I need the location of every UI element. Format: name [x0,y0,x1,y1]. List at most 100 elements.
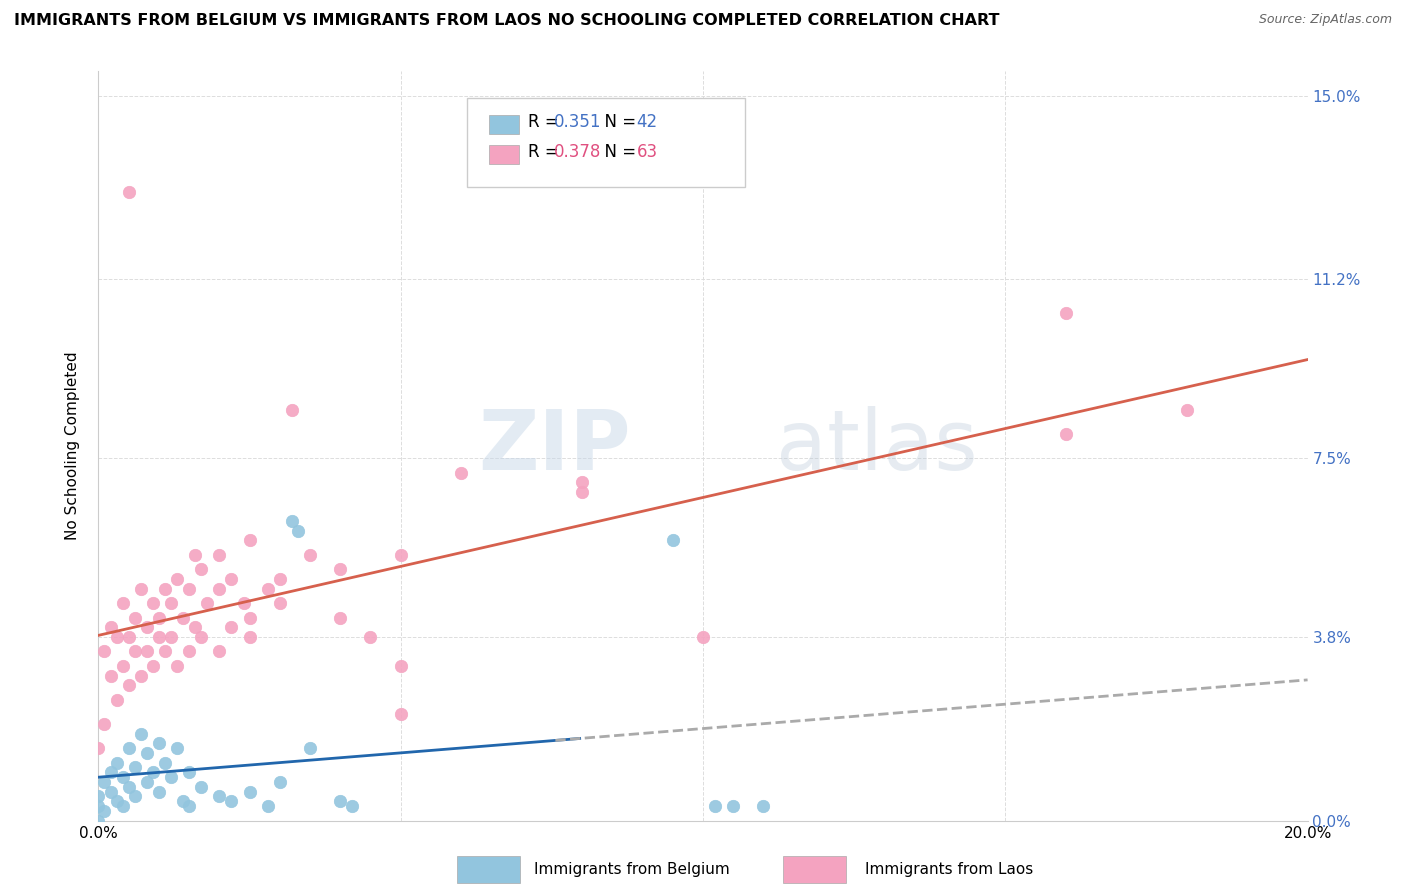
Text: Source: ZipAtlas.com: Source: ZipAtlas.com [1258,13,1392,27]
Text: N =: N = [595,143,641,161]
Point [148,784,170,798]
FancyBboxPatch shape [489,115,519,134]
Point [329,794,352,808]
Point [87,741,110,756]
Point [87,799,110,814]
Text: 42: 42 [637,112,658,130]
Point [105,630,128,644]
Point [389,659,412,673]
Point [692,630,714,644]
Point [142,596,165,610]
Point [281,514,304,528]
Y-axis label: No Schooling Completed: No Schooling Completed [65,351,80,541]
Point [166,572,188,586]
Point [571,475,593,490]
Point [208,644,231,658]
Point [153,582,176,596]
Point [100,784,122,798]
Point [208,582,231,596]
Point [100,668,122,682]
Point [124,760,146,774]
Text: Immigrants from Laos: Immigrants from Laos [865,863,1033,877]
Point [93,717,115,731]
Point [105,794,128,808]
Point [111,799,134,814]
Point [148,736,170,750]
Point [179,799,201,814]
Point [129,582,152,596]
Point [281,402,304,417]
Point [221,794,243,808]
Point [93,775,115,789]
Point [571,484,593,499]
Point [105,756,128,770]
Point [100,620,122,634]
Point [239,630,262,644]
FancyBboxPatch shape [467,97,745,187]
Point [129,668,152,682]
Point [269,775,291,789]
Point [195,596,218,610]
Point [118,780,141,794]
Point [124,644,146,658]
Point [135,644,157,658]
Point [184,620,207,634]
Point [135,620,157,634]
Point [239,610,262,624]
Point [105,693,128,707]
Point [752,799,775,814]
Point [389,707,412,722]
Point [329,610,352,624]
Point [148,630,170,644]
Point [118,185,141,199]
Point [100,765,122,780]
Point [1175,402,1198,417]
Text: R =: R = [527,143,564,161]
Point [221,620,243,634]
Point [208,789,231,804]
Point [93,804,115,818]
Point [172,610,194,624]
Point [184,548,207,562]
Text: IMMIGRANTS FROM BELGIUM VS IMMIGRANTS FROM LAOS NO SCHOOLING COMPLETED CORRELATI: IMMIGRANTS FROM BELGIUM VS IMMIGRANTS FR… [14,13,1000,29]
Point [190,562,212,576]
Point [111,659,134,673]
Point [93,644,115,658]
Point [190,780,212,794]
Point [179,582,201,596]
Point [111,596,134,610]
Point [166,659,188,673]
Text: atlas: atlas [776,406,977,486]
Point [389,548,412,562]
Point [256,799,278,814]
Point [232,596,254,610]
Text: R =: R = [527,112,564,130]
Point [153,644,176,658]
FancyBboxPatch shape [489,145,519,163]
Point [87,814,110,828]
Point [269,572,291,586]
Point [342,799,364,814]
Point [118,678,141,692]
Point [256,582,278,596]
Point [148,610,170,624]
Point [269,596,291,610]
Point [1054,306,1077,320]
Point [135,746,157,760]
Point [153,756,176,770]
Point [142,765,165,780]
Point [287,524,309,538]
Point [239,533,262,548]
Point [208,548,231,562]
Point [360,630,382,644]
Text: N =: N = [595,112,641,130]
Point [160,596,183,610]
Point [135,775,157,789]
Point [124,789,146,804]
Point [87,789,110,804]
Point [329,562,352,576]
Point [299,741,322,756]
Point [239,784,262,798]
Point [172,794,194,808]
Point [124,610,146,624]
